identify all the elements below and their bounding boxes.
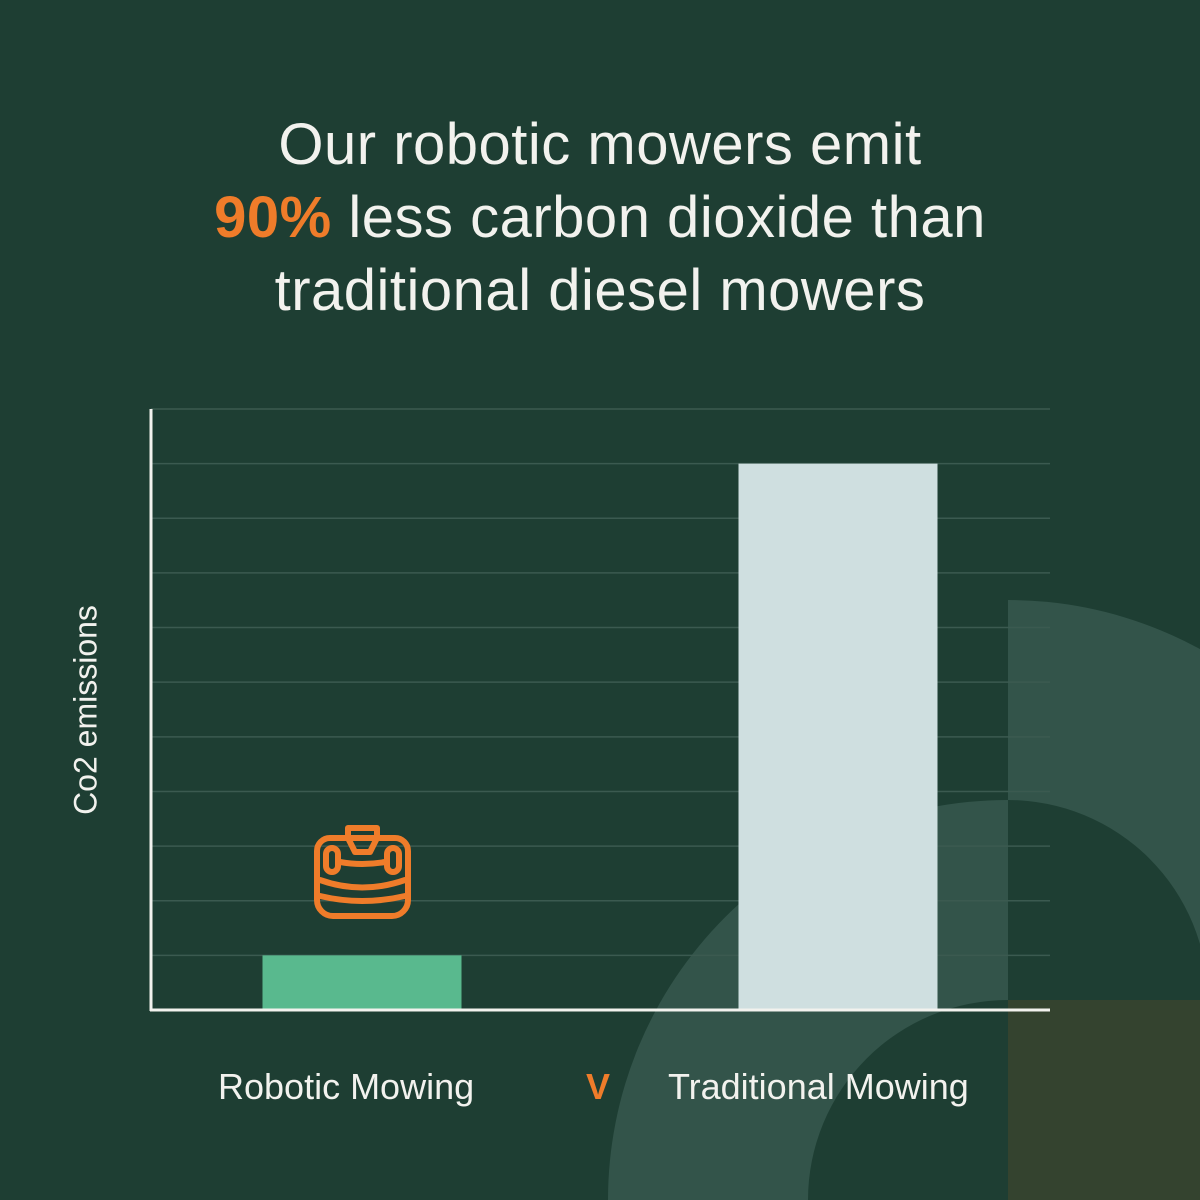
- robotic-mower-icon-part: [314, 835, 411, 919]
- headline-line-2: 90% less carbon dioxide than: [0, 181, 1200, 254]
- headline-line-3: traditional diesel mowers: [274, 258, 926, 323]
- headline-line-2-rest: less carbon dioxide than: [331, 185, 986, 250]
- headline: Our robotic mowers emit 90% less carbon …: [0, 108, 1200, 327]
- robotic-mower-icon: [314, 825, 411, 919]
- bar-traditional: [738, 463, 938, 1010]
- robotic-mower-icon-part: [323, 845, 341, 875]
- robotic-mower-icon-part: [345, 825, 380, 855]
- versus-separator: V: [586, 1066, 611, 1107]
- bar-robotic: [262, 955, 462, 1010]
- y-axis-label: Co2 emissions: [67, 605, 104, 815]
- robotic-mower-icon-part: [317, 893, 408, 904]
- robotic-mower-icon-part: [337, 859, 388, 867]
- robotic-mower-icon-part: [317, 877, 408, 891]
- robotic-mower-icon-part: [384, 845, 402, 875]
- x-tick-label-robotic: Robotic Mowing: [218, 1066, 475, 1107]
- headline-line-1: Our robotic mowers emit: [278, 112, 922, 177]
- decor-ring-right: [1008, 600, 1200, 945]
- headline-highlight: 90%: [214, 185, 332, 250]
- decor-block: [1008, 1000, 1200, 1200]
- x-tick-label-traditional: Traditional Mowing: [668, 1066, 969, 1107]
